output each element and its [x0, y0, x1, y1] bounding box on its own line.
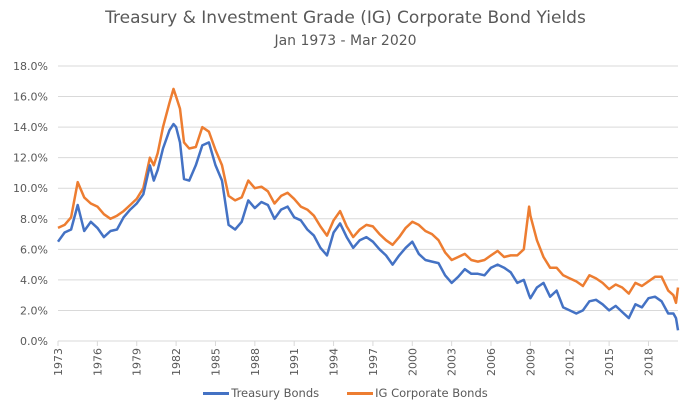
- y-tick-label: 8.0%: [20, 213, 48, 226]
- y-tick-label: 4.0%: [20, 274, 48, 287]
- x-tick-label: 2003: [446, 348, 459, 376]
- x-tick-label: 2000: [406, 348, 419, 376]
- legend: Treasury Bonds IG Corporate Bonds: [0, 386, 691, 400]
- x-tick-label: 1991: [288, 348, 301, 376]
- x-tick-label: 2018: [642, 348, 655, 376]
- x-tick-label: 2006: [485, 348, 498, 376]
- legend-label-treasury: Treasury Bonds: [231, 386, 320, 400]
- y-tick-label: 16.0%: [13, 91, 48, 104]
- chart-subtitle: Jan 1973 - Mar 2020: [274, 33, 417, 49]
- y-tick-label: 0.0%: [20, 335, 48, 348]
- x-tick-label: 2009: [524, 348, 537, 376]
- x-tick-label: 1997: [367, 348, 380, 376]
- y-axis-ticks: 0.0% 2.0% 4.0% 6.0% 8.0% 10.0% 12.0% 14.0% 16.0%…: [13, 60, 48, 348]
- x-tick-label: 1988: [249, 348, 262, 376]
- series-line-treasury: [56, 122, 680, 331]
- x-axis-ticks: 1973 1976 1979 1982 1985 1988 1991 1994 1997 2000…: [52, 341, 655, 376]
- legend-swatch-corporate: [347, 391, 374, 395]
- y-tick-label: 2.0%: [20, 304, 48, 317]
- x-tick-label: 1976: [91, 348, 104, 376]
- x-tick-label: 1973: [52, 348, 65, 376]
- x-tick-label: 1979: [131, 348, 144, 376]
- series-line-corporate: [57, 87, 680, 305]
- x-tick-label: 2015: [603, 348, 616, 376]
- y-tick-label: 12.0%: [13, 152, 48, 165]
- y-tick-label: 6.0%: [20, 243, 48, 256]
- y-tick-label: 14.0%: [13, 121, 48, 134]
- gridlines: [58, 65, 678, 342]
- series-lines: [56, 87, 680, 331]
- x-tick-label: 1982: [170, 348, 183, 376]
- legend-item-treasury[interactable]: Treasury Bonds: [203, 386, 319, 400]
- legend-item-corporate[interactable]: IG Corporate Bonds: [347, 386, 488, 400]
- x-tick-label: 1985: [209, 348, 222, 376]
- legend-swatch-treasury: [203, 391, 230, 395]
- legend-label-corporate: IG Corporate Bonds: [375, 386, 488, 400]
- x-tick-label: 1994: [328, 348, 341, 376]
- x-tick-label: 2012: [564, 348, 577, 376]
- y-tick-label: 10.0%: [13, 182, 48, 195]
- y-tick-label: 18.0%: [13, 60, 48, 73]
- chart-title: Treasury & Investment Grade (IG) Corpora…: [105, 8, 586, 28]
